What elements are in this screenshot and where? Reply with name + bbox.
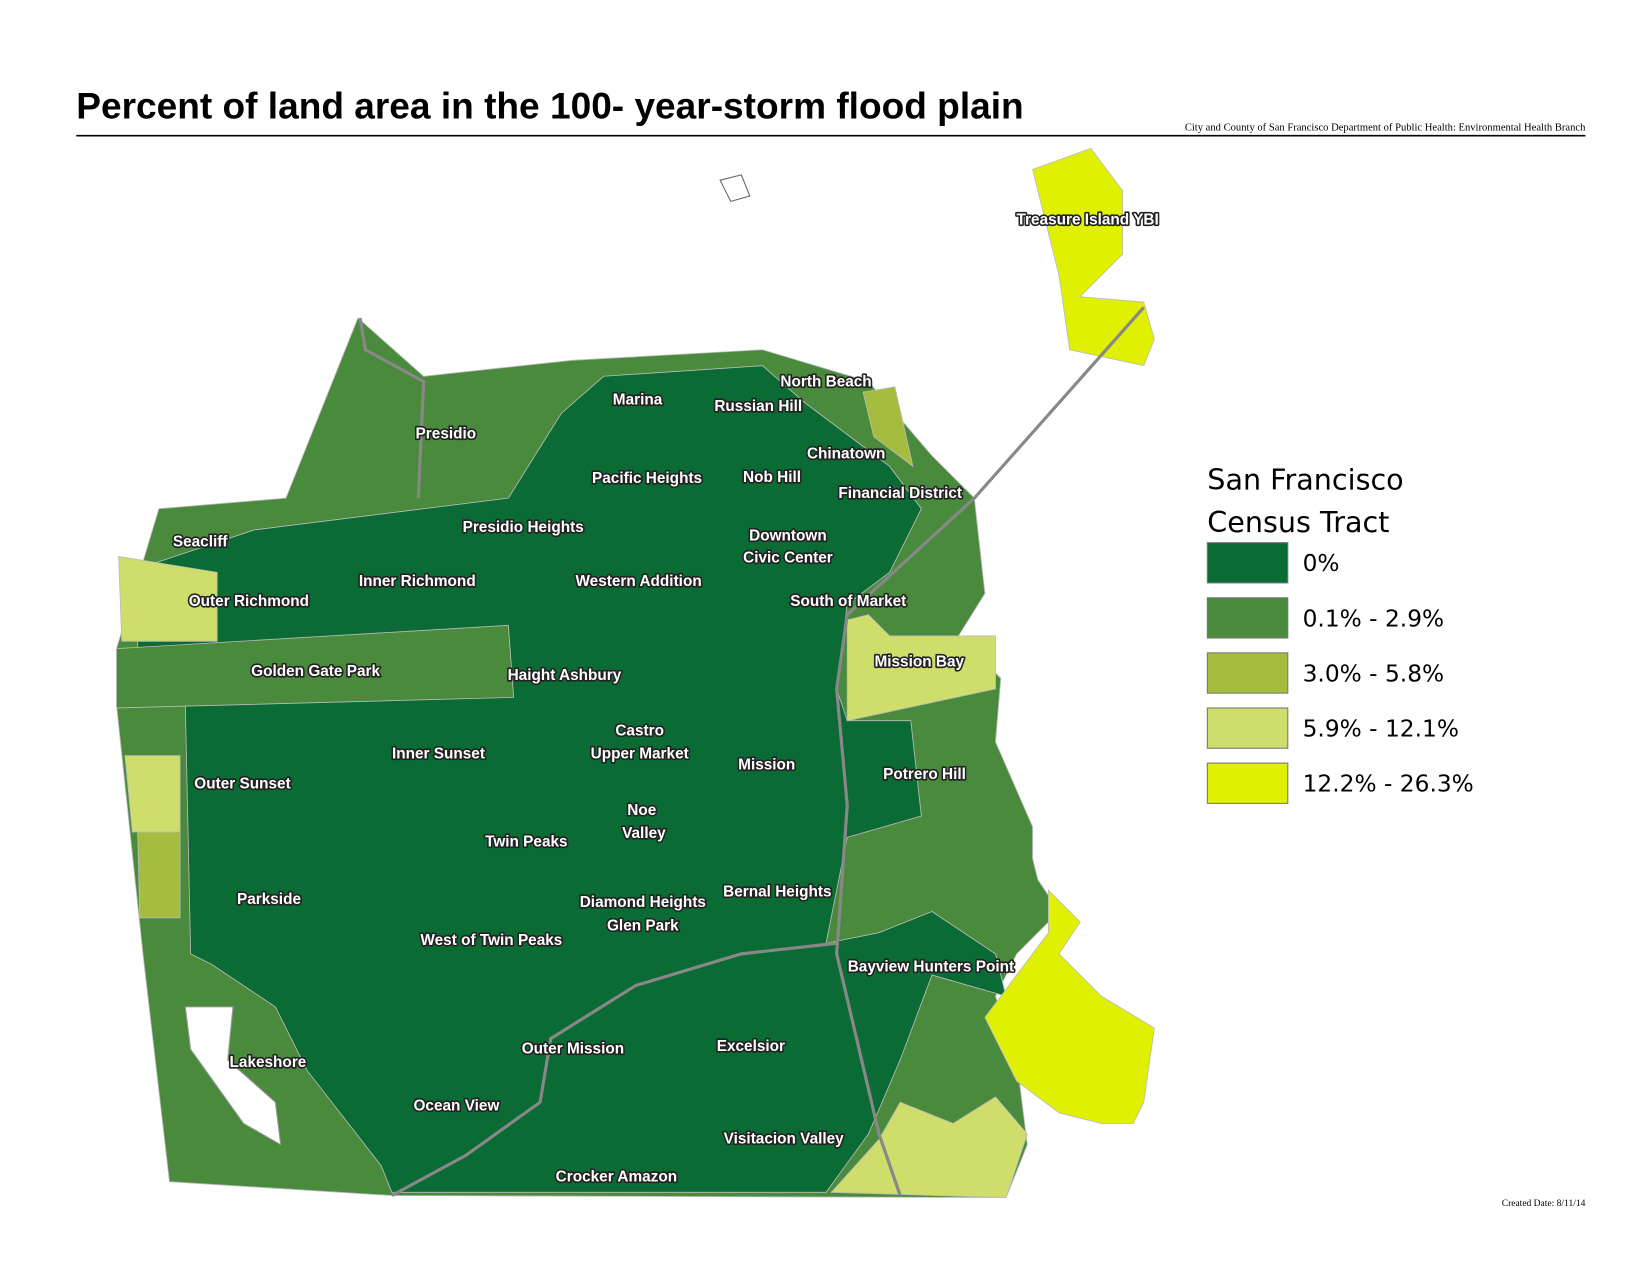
map-regions [116,147,1155,1199]
neighborhood-label: Mission Bay [874,653,964,670]
neighborhood-label: Bernal Heights [723,883,831,900]
neighborhood-label: West of Twin Peaks [420,932,562,949]
lake [184,1006,282,1146]
neighborhood-label: Diamond Heights [580,894,706,911]
neighborhood-label: Bayview Hunters Point [848,959,1014,976]
legend-label: 0% [1303,550,1340,577]
neighborhood-label: Presidio [416,426,477,443]
neighborhood-label: Mission [738,756,795,773]
region [137,365,1007,1193]
neighborhood-labels: Presidio Marina North Beach Russian Hill Chi… [171,210,1160,1187]
neighborhood-label: Golden Gate Park [251,663,380,680]
neighborhood-label: Pacific Heights [592,470,702,487]
road [358,317,426,499]
neighborhood-label: Castro [615,722,664,739]
legend-label: 12.2% - 26.3% [1303,771,1474,798]
neighborhood-label: Ocean View [413,1098,499,1115]
neighborhood-label: Lakeshore [230,1054,307,1071]
legend-label: 5.9% - 12.1% [1303,716,1459,743]
road [835,306,1145,1197]
neighborhood-label: Excelsior [717,1038,785,1055]
neighborhood-label: Inner Sunset [392,746,485,763]
legend-title: Census Tract [1207,505,1389,539]
neighborhood-label: Russian Hill [714,398,802,415]
neighborhood-label: Nob Hill [743,469,801,486]
legend-label: 3.0% - 5.8% [1303,660,1445,687]
region [984,889,1155,1124]
neighborhood-label: Haight Ashbury [508,667,622,684]
legend-title: San Francisco [1207,463,1403,497]
neighborhood-label: Outer Mission [522,1040,624,1057]
legend-swatch [1206,542,1289,584]
neighborhood-label: Outer Sunset [194,775,290,792]
island [719,174,751,202]
neighborhood-label: Outer Richmond [189,593,309,610]
legend-swatch [1206,762,1289,804]
neighborhood-label: Financial District [838,485,962,502]
neighborhood-label: Treasure Island YBI [1017,212,1159,229]
legend-swatch [1206,707,1289,749]
legend: 0% 0.1% - 2.9% 3.0% - 5.8% 5.9% - 12.1% 12.2… [1206,542,1474,804]
neighborhood-label: Parkside [237,891,301,908]
neighborhood-label: Noe [627,802,656,819]
neighborhood-label: Chinatown [807,446,885,463]
neighborhood-label: Valley [622,825,666,842]
neighborhood-label: Potrero Hill [883,766,966,783]
road [391,941,837,1197]
credit: City and County of San Francisco Departm… [1185,122,1586,133]
neighborhood-label: Glen Park [607,917,679,934]
region [862,386,914,468]
neighborhood-label: Crocker Amazon [556,1169,677,1186]
region [1032,147,1155,367]
region [846,614,996,722]
created-date: Created Date: 8/11/14 [1502,1199,1586,1209]
region [830,1096,1028,1199]
neighborhood-label: Visitacion Valley [724,1130,845,1147]
region [137,831,181,919]
region [116,624,515,709]
neighborhood-label: Downtown [749,527,827,544]
neighborhood-label: Presidio Heights [463,519,584,536]
title: Percent of land area in the 100- year-st… [76,85,1023,127]
neighborhood-label: South of Market [790,593,906,610]
legend-swatch [1206,597,1289,639]
region [124,755,181,833]
legend-swatch [1206,652,1289,694]
legend-label: 0.1% - 2.9% [1303,605,1445,632]
neighborhood-label: Upper Market [591,746,689,763]
neighborhood-label: Twin Peaks [485,834,568,851]
neighborhood-label: Western Addition [575,573,701,590]
neighborhood-label: Marina [613,392,663,409]
neighborhood-label: Civic Center [743,550,833,567]
region [118,555,218,642]
neighborhood-label: Inner Richmond [359,573,476,590]
neighborhood-label: North Beach [780,374,871,391]
neighborhood-label: Seacliff [173,534,228,551]
